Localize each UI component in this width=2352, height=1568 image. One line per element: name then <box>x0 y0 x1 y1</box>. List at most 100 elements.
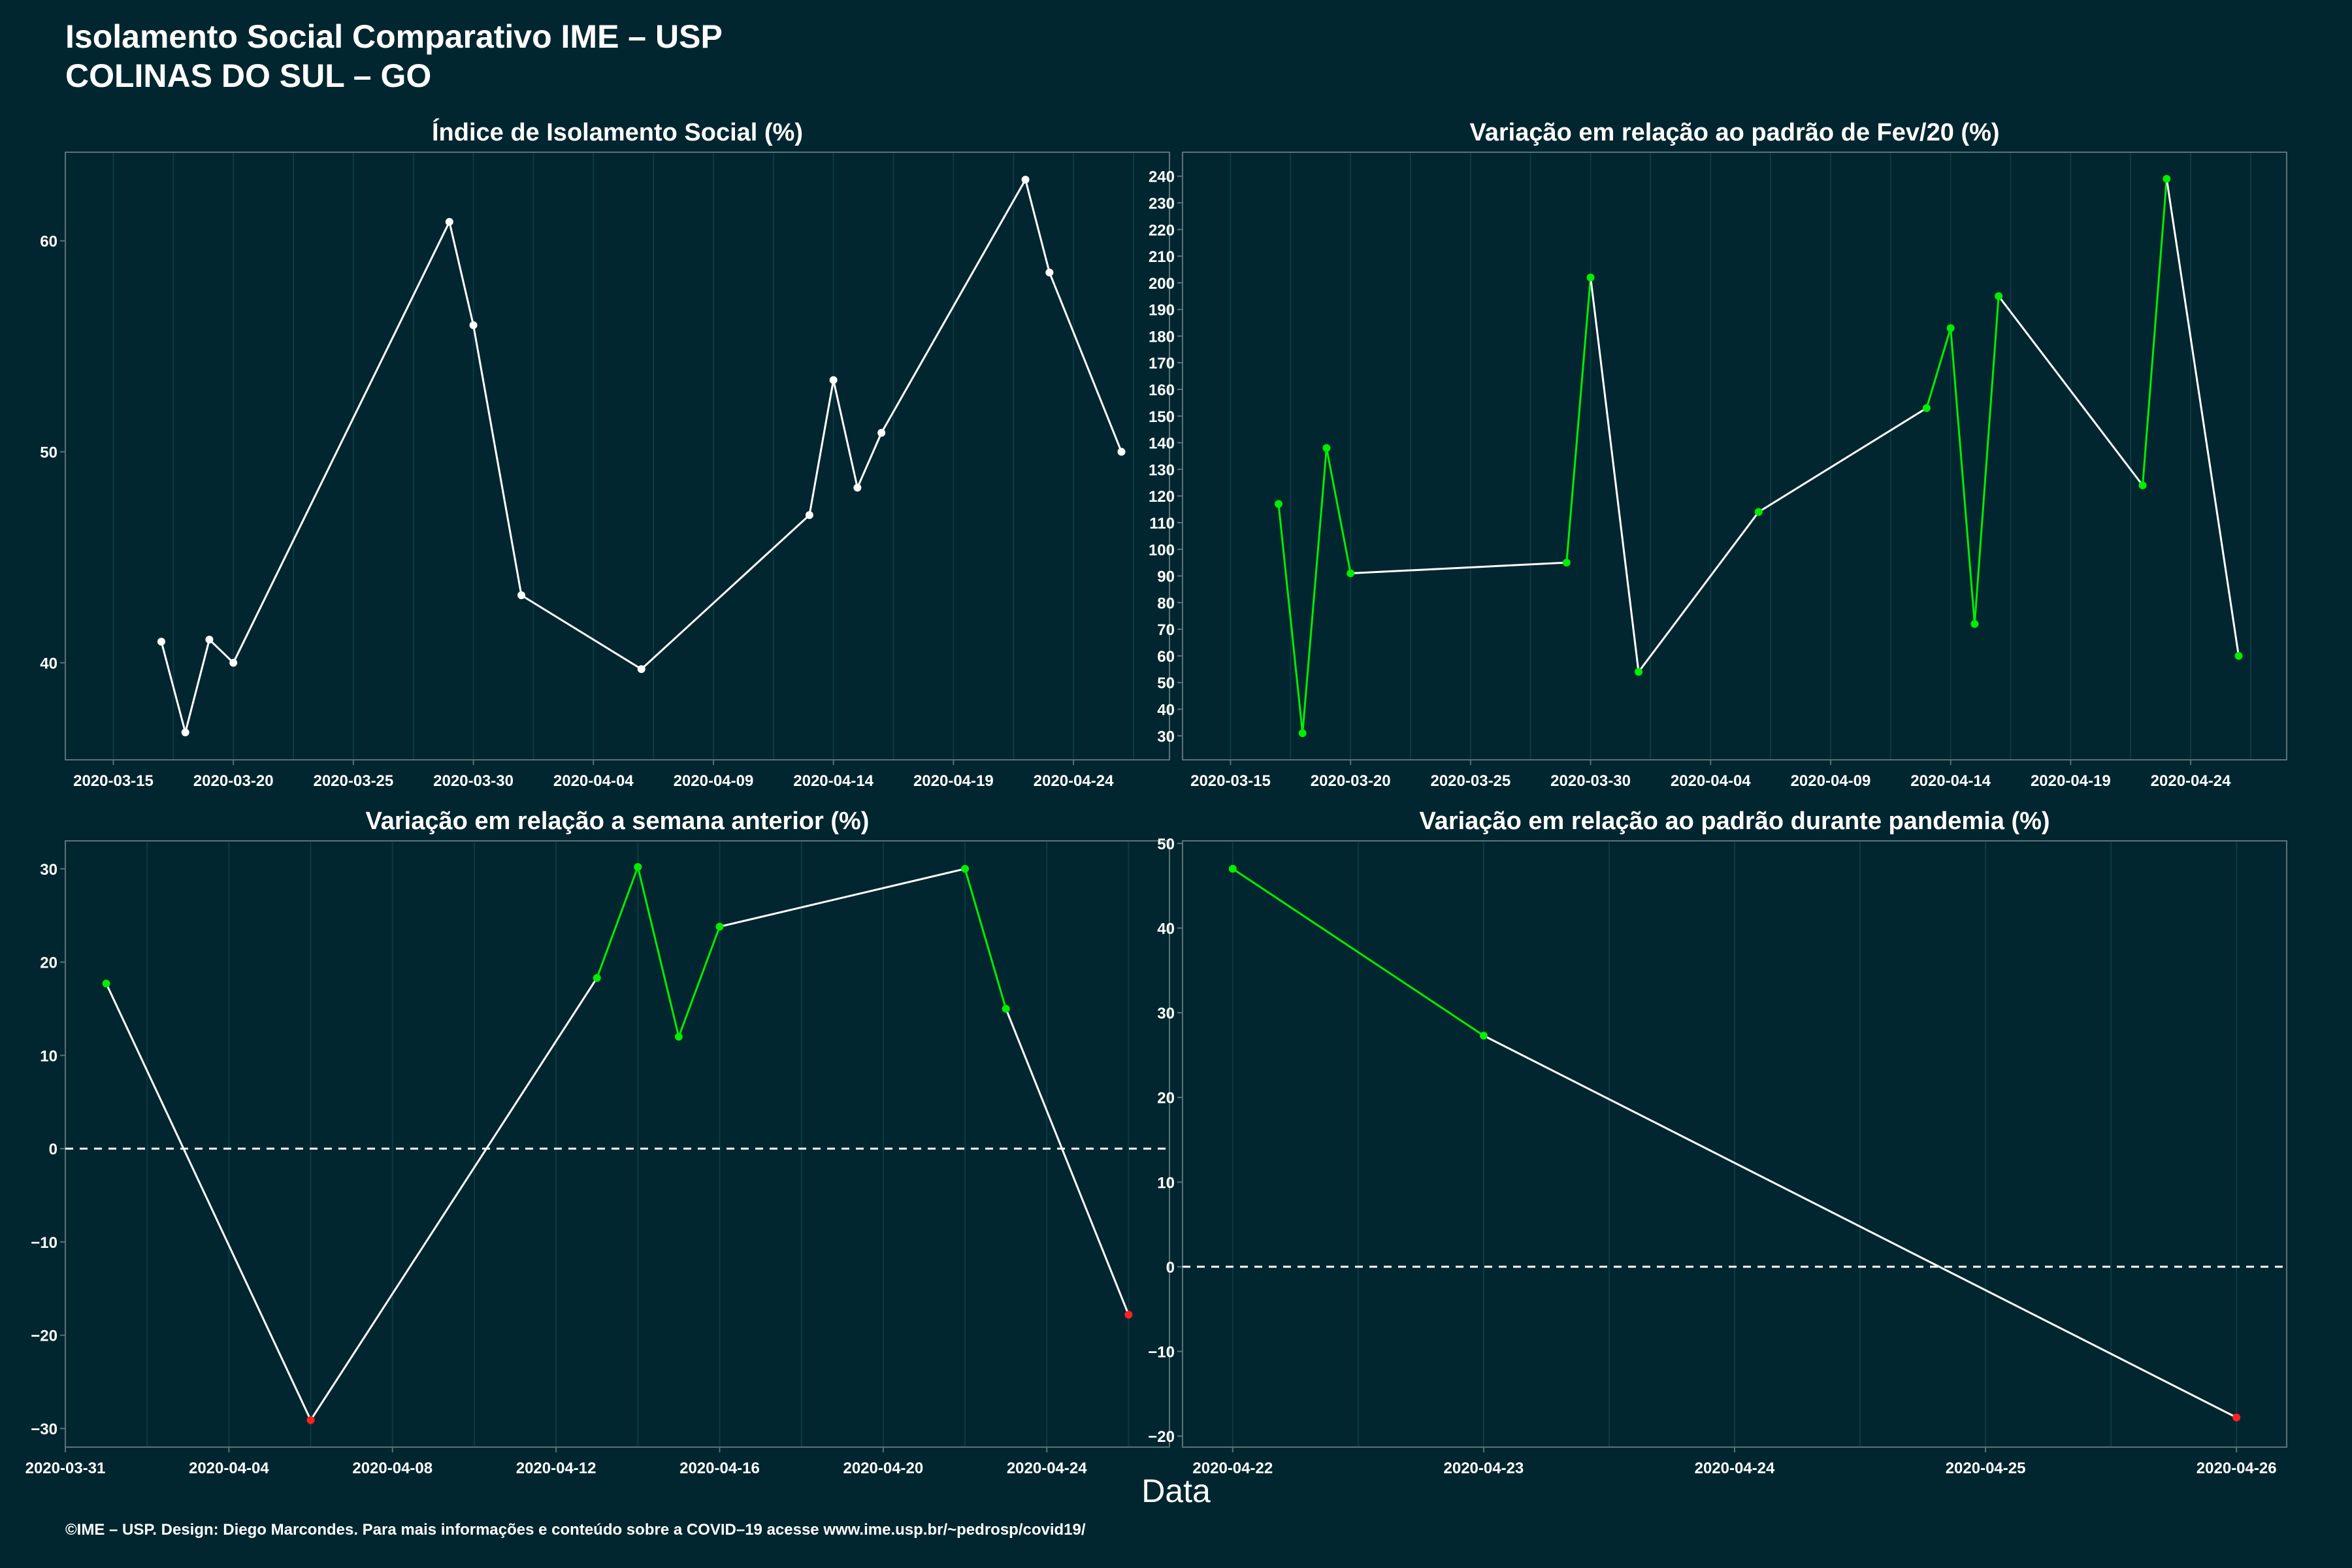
series-segment <box>1590 277 1640 672</box>
panel-border <box>65 152 1170 760</box>
data-point <box>1228 864 1237 873</box>
x-tick-label: 2020-04-26 <box>2197 1460 2277 1477</box>
data-point <box>805 511 813 519</box>
data-point <box>1274 500 1282 508</box>
data-point <box>1124 1311 1133 1319</box>
chart-isolamento: Índice de Isolamento Social (%) 2020-03-1… <box>40 118 1170 790</box>
x-tick-label: 2020-04-24 <box>1695 1460 1775 1477</box>
data-point <box>634 862 642 871</box>
series-segment <box>2142 178 2168 485</box>
series-segment <box>521 594 642 670</box>
series-segment <box>808 380 835 515</box>
main-title-line1: Isolamento Social Comparativo IME – USP <box>65 18 723 55</box>
y-tick-label: −20 <box>1148 1428 1175 1446</box>
panel-border <box>65 840 1170 1448</box>
y-tick-label: −20 <box>31 1328 57 1345</box>
x-tick-label: 2020-04-04 <box>189 1460 269 1477</box>
series-segment <box>1048 272 1122 453</box>
data-point <box>2234 651 2243 660</box>
data-point <box>1754 508 1763 516</box>
y-tick-label: 230 <box>1149 195 1175 213</box>
series-segment <box>2165 178 2240 657</box>
y-tick-label: −10 <box>1148 1344 1175 1362</box>
y-tick-label: 190 <box>1149 302 1175 319</box>
series-segment <box>208 638 235 664</box>
data-point <box>469 321 478 329</box>
y-tick-label: 110 <box>1149 515 1175 532</box>
series-segment <box>160 641 187 733</box>
data-point <box>1479 1032 1488 1040</box>
x-tick-label: 2020-04-14 <box>1910 772 1991 790</box>
data-point <box>229 659 238 667</box>
y-tick-label: 30 <box>40 861 57 879</box>
y-tick-label: 70 <box>1157 621 1175 639</box>
series-segment <box>640 514 810 670</box>
y-tick-label: 170 <box>1149 355 1175 372</box>
x-tick-label: 2020-04-24 <box>1007 1460 1087 1477</box>
x-tick-label: 2020-04-19 <box>2031 772 2111 790</box>
y-tick-label: 20 <box>1157 1090 1175 1107</box>
y-tick-label: 0 <box>1166 1259 1175 1277</box>
data-point <box>1586 273 1595 282</box>
series-segment <box>832 380 858 488</box>
series-segment <box>1757 407 1927 513</box>
y-tick-label: 40 <box>1157 920 1175 938</box>
y-tick-label: −10 <box>31 1234 57 1252</box>
data-point <box>877 429 886 437</box>
series-segment <box>1637 511 1759 673</box>
data-point <box>445 218 453 226</box>
y-tick-label: 210 <box>1149 248 1175 266</box>
data-point <box>674 1032 683 1041</box>
data-point <box>829 376 838 384</box>
data-point <box>1021 175 1030 184</box>
series-segment <box>964 868 1007 1009</box>
series-segment <box>1973 296 2000 625</box>
y-tick-label: 20 <box>40 955 57 972</box>
y-tick-label: 40 <box>1157 702 1175 719</box>
chart-title: Variação em relação a semana anterior (%… <box>366 808 870 835</box>
data-point <box>1117 448 1126 456</box>
series-segment <box>1950 328 1976 625</box>
main-title: Isolamento Social Comparativo IME – USP … <box>65 17 723 95</box>
y-tick-label: 50 <box>1157 836 1175 853</box>
x-tick-label: 2020-04-04 <box>1671 772 1751 790</box>
series-segment <box>1277 504 1304 734</box>
y-tick-label: 240 <box>1149 169 1175 186</box>
x-axis-label: Data <box>1141 1473 1211 1509</box>
main-title-line2: COLINAS DO SUL – GO <box>65 57 432 94</box>
data-point <box>1322 444 1331 452</box>
y-tick-label: 180 <box>1149 328 1175 346</box>
series-segment <box>310 977 598 1421</box>
data-point <box>1002 1004 1010 1013</box>
chart-fev20: Variação em relação ao padrão de Fev/20 … <box>1149 119 2287 790</box>
series-segment <box>678 926 721 1037</box>
chart-semana: Variação em relação a semana anterior (%… <box>25 808 1170 1477</box>
x-tick-label: 2020-03-25 <box>1430 772 1511 790</box>
data-point <box>1995 292 2003 301</box>
x-tick-label: 2020-03-20 <box>193 772 274 790</box>
y-tick-label: 90 <box>1157 568 1175 586</box>
data-point <box>517 591 526 600</box>
series-segment <box>1565 277 1592 563</box>
x-tick-label: 2020-04-19 <box>913 772 994 790</box>
x-tick-label: 2020-03-30 <box>1550 772 1631 790</box>
x-tick-label: 2020-04-24 <box>2151 772 2231 790</box>
x-tick-label: 2020-04-08 <box>352 1460 433 1477</box>
series-segment <box>1005 1008 1130 1315</box>
series-segment <box>857 432 883 489</box>
y-tick-label: 60 <box>1157 648 1175 666</box>
chart-pandemia: Variação em relação ao padrão durante pa… <box>1148 808 2287 1477</box>
data-point <box>102 979 110 988</box>
y-tick-label: 10 <box>40 1047 57 1065</box>
data-point <box>1946 324 1955 333</box>
x-tick-label: 2020-03-31 <box>25 1460 106 1477</box>
panel-border <box>1182 152 2287 760</box>
series-segment <box>1925 327 1952 409</box>
series-segment <box>1232 868 1484 1037</box>
y-tick-label: 200 <box>1149 275 1175 293</box>
data-point <box>1562 559 1571 567</box>
series-segment <box>1301 448 1328 734</box>
y-tick-label: 220 <box>1149 221 1175 239</box>
data-point <box>2138 481 2147 489</box>
